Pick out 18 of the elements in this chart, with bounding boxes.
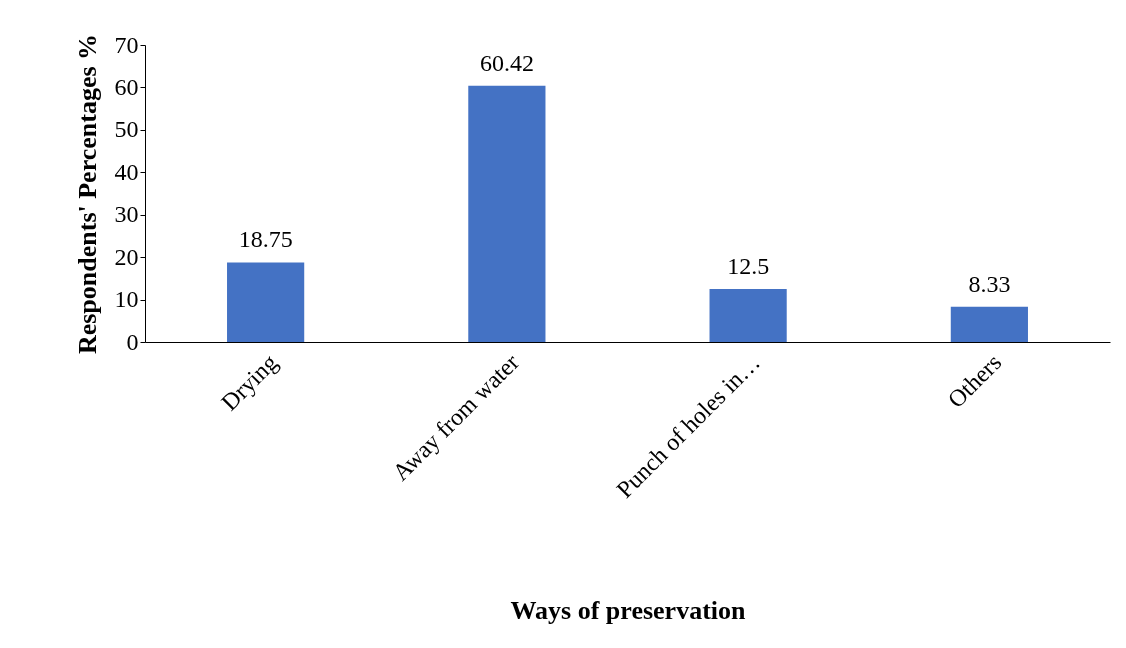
y-tick-label: 60	[114, 73, 139, 100]
y-tick-label: 40	[114, 158, 139, 185]
data-label: 12.5	[727, 252, 770, 279]
data-label: 18.75	[238, 226, 293, 253]
y-tick-label: 0	[126, 328, 139, 355]
data-label: 8.33	[968, 270, 1011, 297]
data-label: 60.42	[479, 49, 534, 76]
bar	[709, 288, 787, 342]
bar	[950, 306, 1028, 342]
bar	[468, 85, 546, 342]
y-tick-label: 70	[114, 31, 139, 58]
y-tick-label: 50	[114, 116, 139, 143]
y-axis-title: Respondents' Percentages %	[72, 33, 102, 355]
y-tick-label: 30	[114, 201, 139, 228]
y-tick-label: 20	[114, 243, 139, 270]
y-tick-label: 10	[114, 286, 139, 313]
bar	[227, 262, 305, 342]
x-axis-title: Ways of preservation	[510, 595, 747, 625]
